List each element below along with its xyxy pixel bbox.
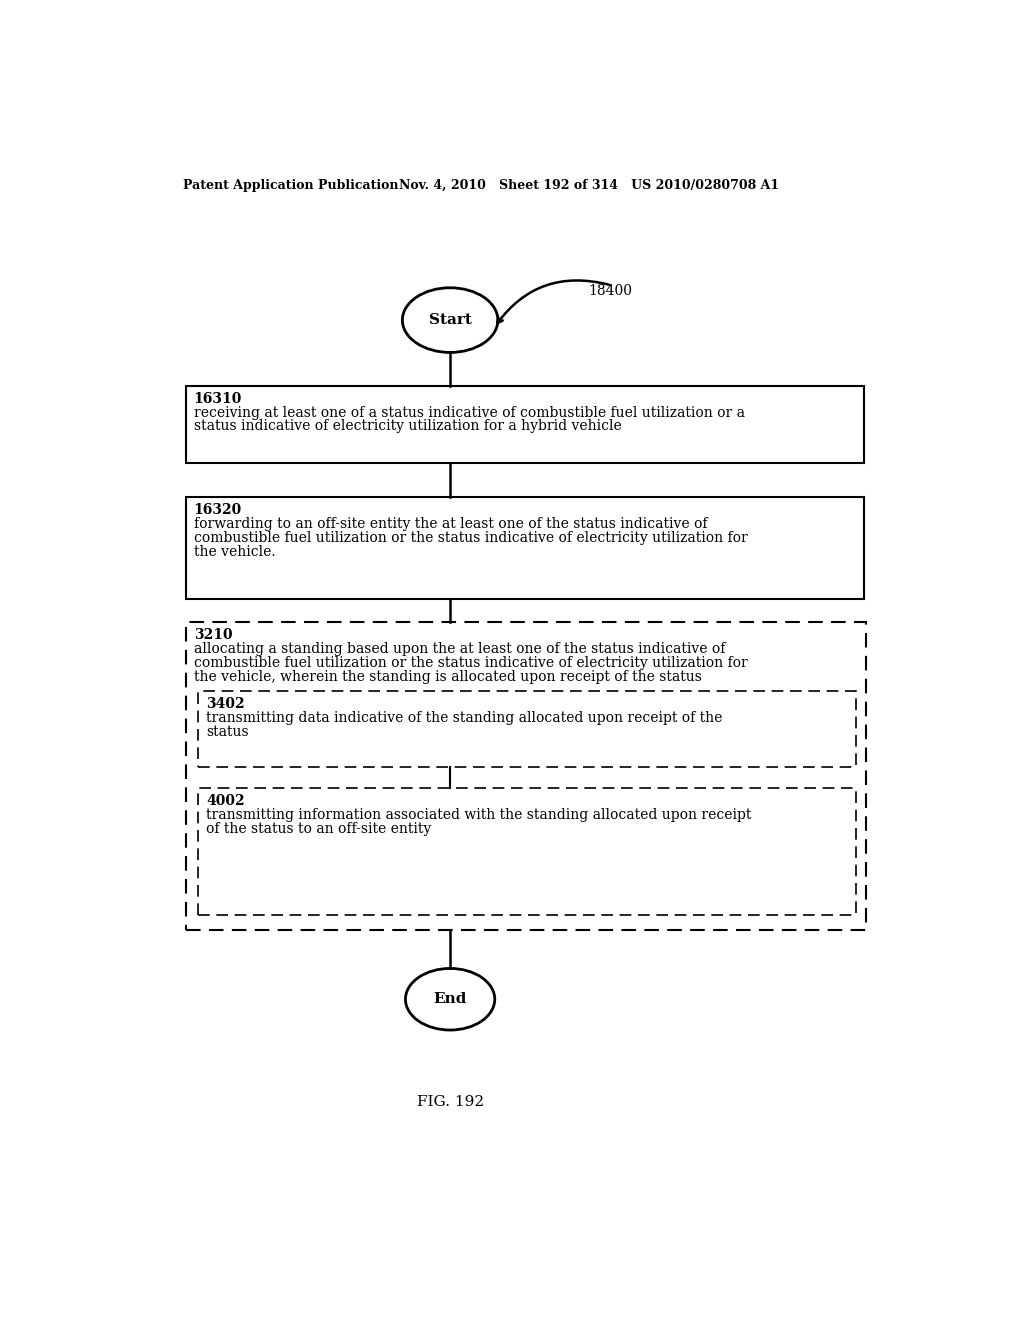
Text: 16320: 16320	[194, 503, 242, 517]
Text: 4002: 4002	[206, 795, 245, 808]
Polygon shape	[186, 498, 863, 599]
Polygon shape	[186, 385, 863, 462]
Text: status indicative of electricity utilization for a hybrid vehicle: status indicative of electricity utiliza…	[194, 420, 622, 433]
Text: the vehicle.: the vehicle.	[194, 545, 275, 558]
Text: 3210: 3210	[194, 628, 232, 642]
Text: status: status	[206, 725, 249, 739]
Ellipse shape	[402, 288, 498, 352]
Text: the vehicle, wherein the standing is allocated upon receipt of the status: the vehicle, wherein the standing is all…	[194, 669, 701, 684]
Text: allocating a standing based upon the at least one of the status indicative of: allocating a standing based upon the at …	[194, 642, 725, 656]
Text: 16310: 16310	[194, 392, 242, 405]
Text: receiving at least one of a status indicative of combustible fuel utilization or: receiving at least one of a status indic…	[194, 405, 744, 420]
Text: 3402: 3402	[206, 697, 245, 711]
Text: of the status to an off-site entity: of the status to an off-site entity	[206, 822, 431, 836]
Text: combustible fuel utilization or the status indicative of electricity utilization: combustible fuel utilization or the stat…	[194, 531, 748, 545]
Text: Patent Application Publication: Patent Application Publication	[183, 178, 398, 191]
Text: 18400: 18400	[589, 284, 633, 298]
Ellipse shape	[406, 969, 495, 1030]
Text: End: End	[433, 993, 467, 1006]
Text: transmitting information associated with the standing allocated upon receipt: transmitting information associated with…	[206, 808, 752, 822]
Text: forwarding to an off-site entity the at least one of the status indicative of: forwarding to an off-site entity the at …	[194, 517, 708, 531]
Text: transmitting data indicative of the standing allocated upon receipt of the: transmitting data indicative of the stan…	[206, 711, 722, 725]
Text: FIG. 192: FIG. 192	[417, 1094, 483, 1109]
Text: Start: Start	[429, 313, 471, 327]
Text: Nov. 4, 2010   Sheet 192 of 314   US 2010/0280708 A1: Nov. 4, 2010 Sheet 192 of 314 US 2010/02…	[398, 178, 778, 191]
Text: combustible fuel utilization or the status indicative of electricity utilization: combustible fuel utilization or the stat…	[194, 656, 748, 669]
